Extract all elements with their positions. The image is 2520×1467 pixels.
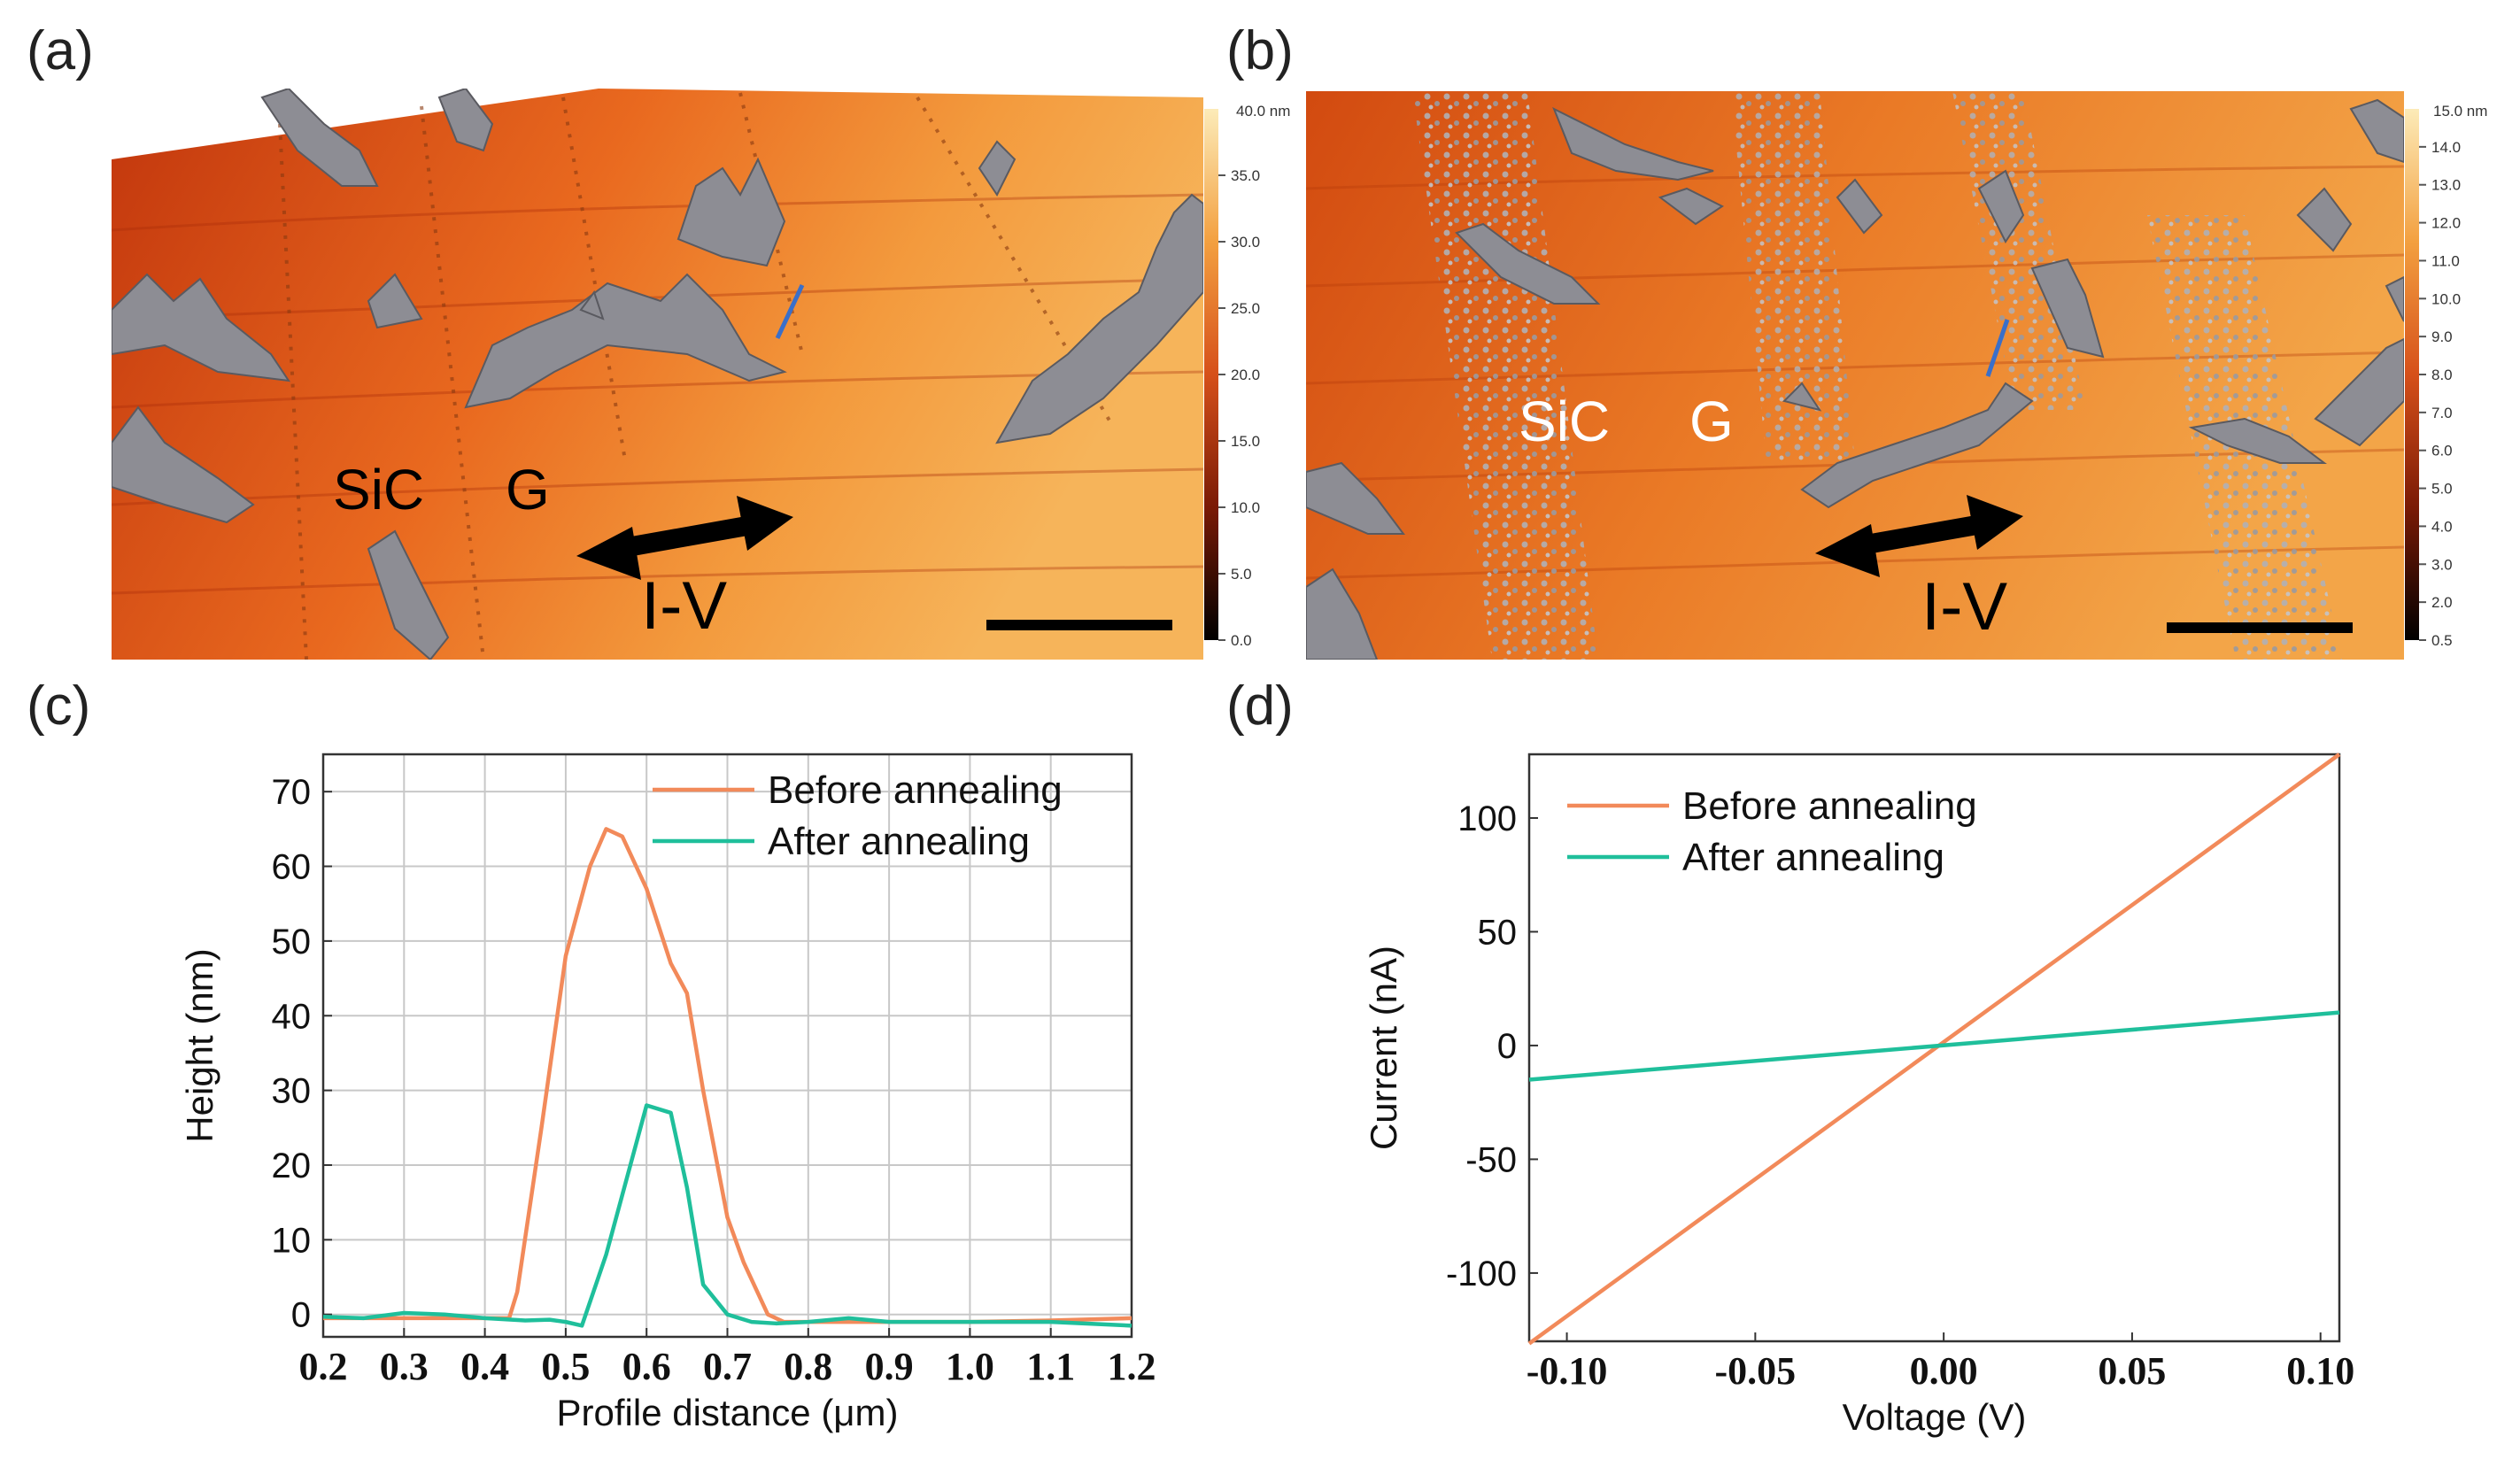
plot-frame: [321, 753, 1133, 1339]
afm-surface-a: SiC G I-V: [112, 89, 1203, 660]
y-tick-label: 40: [272, 997, 312, 1036]
colorbar-b-tick-label: 12.0: [2431, 215, 2461, 232]
x-tick-label: 0.05: [2098, 1349, 2166, 1393]
y-tick-label: 60: [272, 848, 312, 887]
series-line-after-annealing: [1528, 1010, 2340, 1082]
g-label-b: G: [1689, 390, 1734, 453]
colorbar-a-tick-label: 30.0: [1231, 234, 1260, 251]
colorbar-b-tick-label: 10.0: [2431, 290, 2461, 307]
y-tick-label: -100: [1446, 1255, 1517, 1293]
colorbar-a-tick-label: 35.0: [1231, 167, 1260, 184]
x-tick-label: 1.2: [1108, 1345, 1156, 1388]
chart-c: 0.2 0.3 0.4 0.5 0.6 0.7 0.8 0.9 1.0 1.1 1.2 0 10 20 30…: [179, 753, 1156, 1433]
x-tick-label: 0.2: [299, 1345, 348, 1388]
colorbar-b-tick-label: 8.0: [2431, 367, 2453, 383]
iv-label-a: I-V: [641, 568, 727, 644]
colorbar-a-tick-label: 5.0: [1231, 566, 1252, 583]
colorbar-a-tick-label: 15.0: [1231, 433, 1260, 450]
colorbar-a-tick-label: 0.0: [1231, 632, 1252, 649]
x-tick-label: 0.5: [541, 1345, 590, 1388]
g-label-a: G: [506, 458, 550, 521]
y-axis-label: Current (nA): [1363, 946, 1404, 1150]
x-tick-label: 0.4: [460, 1345, 509, 1388]
colorbar-a-gradient: [1204, 109, 1218, 640]
colorbar-a-unit: 40.0 nm: [1236, 103, 1290, 120]
colorbar-b-tick-label: 4.0: [2431, 518, 2453, 535]
colorbar-b-tick-label: 13.0: [2431, 177, 2461, 194]
y-tick-label: 10: [272, 1221, 312, 1260]
y-tick-label: 20: [272, 1147, 312, 1185]
colorbar-b-gradient: [2405, 109, 2419, 640]
colorbar-b-tick-label: 2.0: [2431, 594, 2453, 611]
y-tick-label: 50: [1478, 913, 1518, 952]
y-tick-label: 100: [1457, 799, 1517, 838]
panel-label-a: (a): [27, 20, 94, 81]
x-tick-label: 0.00: [1910, 1349, 1978, 1393]
profile-line-b: [1985, 319, 2010, 377]
colorbar-b-unit: 15.0 nm: [2433, 103, 2487, 120]
x-tick-label: 0.7: [703, 1345, 752, 1388]
panel-label-c: (c): [27, 676, 91, 737]
x-tick-label: -0.05: [1715, 1349, 1797, 1393]
iv-label-b: I-V: [1921, 569, 2007, 645]
plot-frame: [1527, 753, 2341, 1343]
y-tick-label: -50: [1465, 1140, 1517, 1179]
y-tick-label: 30: [272, 1072, 312, 1111]
scale-bar-b: [2167, 622, 2353, 633]
colorbar-b-tick-label: 14.0: [2431, 139, 2461, 156]
colorbar-a: 40.0 nm 0.0 5.0 10.0 15.0 20.0 25.0 30.0 35.0: [1204, 103, 1290, 649]
colorbar-b-tick-label: 6.0: [2431, 443, 2453, 459]
sic-label-b: SiC: [1519, 390, 1610, 453]
x-axis-label: Voltage (V): [1843, 1396, 2027, 1438]
x-tick-label: 0.8: [784, 1345, 832, 1388]
colorbar-b-tick-label: 11.0: [2431, 252, 2460, 269]
x-tick-label: 0.9: [865, 1345, 914, 1388]
colorbar-a-tick-label: 25.0: [1231, 300, 1260, 317]
chart-d: -0.10 -0.05 0.00 0.05 0.10 -100 -50 0 50 100 Volta…: [1363, 753, 2354, 1438]
legend-label: Before annealing: [1682, 784, 1977, 828]
y-tick-label: 0: [1497, 1027, 1517, 1066]
legend-label: After annealing: [768, 820, 1030, 863]
colorbar-b-tick-label: 9.0: [2431, 328, 2453, 345]
colorbar-b-tick-label: 3.0: [2431, 556, 2453, 573]
panel-label-b: (b): [1226, 20, 1294, 81]
y-axis-label: Height (nm): [179, 948, 220, 1142]
legend-label: Before annealing: [768, 768, 1063, 812]
x-tick-label: 1.0: [946, 1345, 994, 1388]
x-tick-label: 0.10: [2286, 1349, 2354, 1393]
afm-image-b: SiC G I-V: [1306, 91, 2404, 660]
legend-label: After annealing: [1682, 836, 1944, 879]
y-tick-label: 0: [291, 1296, 311, 1335]
colorbar-b-tick-label: 7.0: [2431, 405, 2453, 421]
colorbar-b-tick-label: 5.0: [2431, 481, 2453, 498]
series-line-after-annealing: [322, 1103, 1132, 1328]
afm-image-a: SiC G I-V: [112, 89, 1203, 660]
profile-line-a: [775, 283, 805, 340]
y-tick-label: 50: [272, 923, 312, 961]
x-tick-label: -0.10: [1527, 1349, 1608, 1393]
scale-bar-a: [986, 620, 1172, 630]
iv-arrow-b: [1815, 495, 2023, 577]
colorbar-a-tick-label: 20.0: [1231, 367, 1260, 383]
afm-surface-b: SiC G I-V: [1306, 91, 2404, 660]
x-tick-label: 1.1: [1026, 1345, 1075, 1388]
x-tick-label: 0.3: [380, 1345, 429, 1388]
x-axis-label: Profile distance (μm): [557, 1392, 899, 1433]
series-line-before-annealing: [1527, 753, 2341, 1346]
y-tick-label: 70: [272, 773, 312, 812]
panel-label-d: (d): [1226, 676, 1294, 737]
sic-label-a: SiC: [333, 458, 424, 521]
iv-arrow-a: [576, 496, 793, 580]
colorbar-b: 15.0 nm 0.5 2.0 3.0 4.0 5.0 6.0 7.0 8.0 9.0 10.0 1…: [2405, 103, 2487, 649]
x-tick-label: 0.6: [622, 1345, 671, 1388]
colorbar-b-tick-label: 0.5: [2431, 632, 2453, 649]
series-line-before-annealing: [323, 827, 1132, 1324]
colorbar-a-tick-label: 10.0: [1231, 499, 1260, 516]
